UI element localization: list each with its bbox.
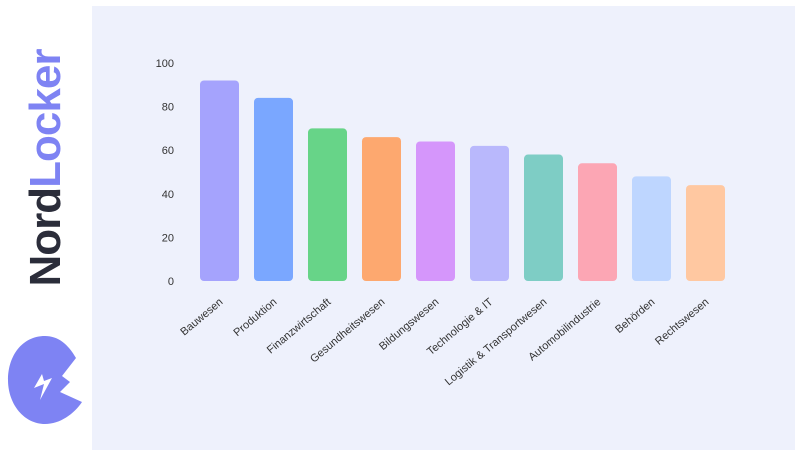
bar bbox=[470, 145, 509, 281]
bar bbox=[632, 176, 671, 281]
y-tick-label: 80 bbox=[162, 102, 174, 114]
brand-wordmark: NordLocker bbox=[21, 49, 70, 287]
bar bbox=[686, 185, 725, 281]
y-tick-label: 60 bbox=[162, 145, 174, 157]
y-tick-label: 100 bbox=[156, 58, 174, 70]
x-tick-label: Produktion bbox=[231, 296, 279, 339]
brand-wordmark-part1: Nord bbox=[21, 187, 70, 287]
bar bbox=[254, 97, 293, 281]
bar bbox=[362, 137, 401, 281]
chart-panel: 0 20 40 60 80 100 Bauwesen Produktion Finanzwir… bbox=[92, 6, 795, 450]
bar-chart: 0 20 40 60 80 100 Bauwesen ProduktionFinanzwir… bbox=[156, 58, 725, 388]
brand-wordmark-part2: Locker bbox=[21, 49, 70, 188]
x-tick-label: Bauwesen bbox=[178, 296, 225, 338]
x-tick-label: Logistik & Transportwesen bbox=[443, 296, 550, 388]
x-axis-labels: Bauwesen ProduktionFinanzwirtschaftGesund… bbox=[178, 296, 711, 388]
bar bbox=[416, 141, 455, 281]
bar bbox=[200, 80, 239, 281]
y-tick-label: 40 bbox=[162, 189, 174, 201]
nordlocker-logo-icon bbox=[8, 336, 82, 424]
bar bbox=[524, 154, 563, 281]
y-axis-ticks: 0 20 40 60 80 100 bbox=[156, 58, 174, 288]
bar bbox=[308, 128, 347, 281]
x-tick-label: Rechtswesen bbox=[653, 296, 711, 348]
y-tick-label: 20 bbox=[162, 232, 174, 244]
bars bbox=[200, 80, 725, 281]
bar bbox=[578, 163, 617, 281]
x-tick-label: Behörden bbox=[613, 296, 657, 336]
y-tick-label: 0 bbox=[168, 276, 174, 288]
brand-strip: NordLocker bbox=[0, 0, 92, 450]
